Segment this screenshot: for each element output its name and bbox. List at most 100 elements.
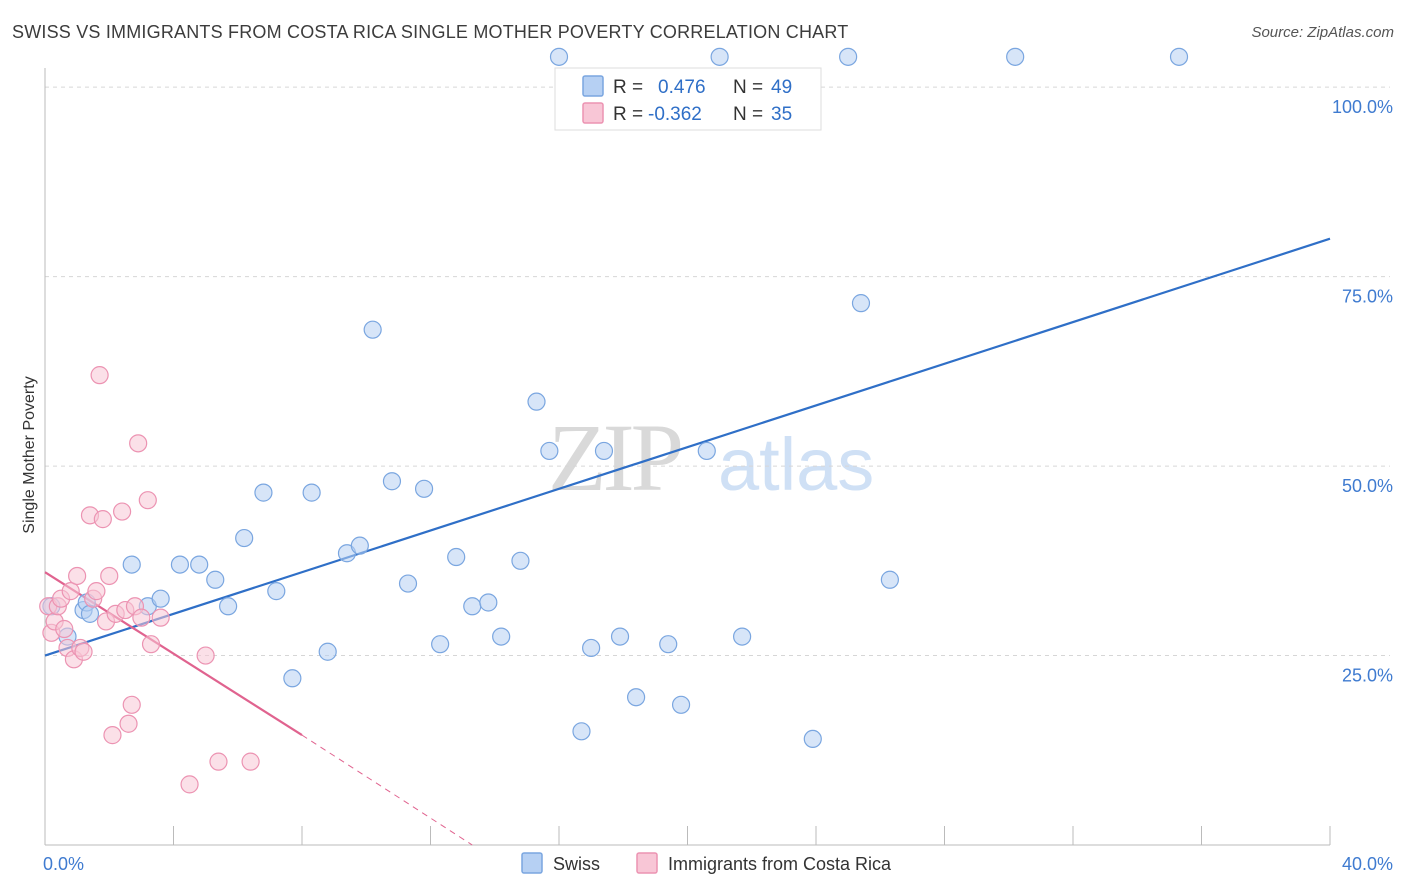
- point-costa-rica: [68, 566, 87, 586]
- point-costa-rica: [93, 510, 112, 529]
- point-costa-rica: [180, 775, 199, 794]
- gridlines: [45, 86, 1390, 657]
- watermark-zip: ZIP: [548, 404, 681, 511]
- point-swiss: [363, 320, 382, 339]
- point-swiss: [398, 574, 418, 593]
- legend-r-label-swiss: R =: [613, 77, 643, 98]
- point-swiss: [803, 729, 822, 749]
- point-swiss: [190, 555, 209, 574]
- trendline-swiss: [44, 237, 1331, 657]
- source-label: Source: ZipAtlas.com: [1251, 24, 1394, 41]
- y-tick-label: 50.0%: [1342, 476, 1393, 496]
- point-costa-rica: [90, 366, 109, 385]
- point-costa-rica: [55, 619, 74, 639]
- point-swiss: [1006, 47, 1025, 66]
- point-swiss: [549, 47, 569, 66]
- x-tick-label: 0.0%: [43, 854, 84, 874]
- point-swiss: [671, 695, 691, 714]
- point-swiss: [206, 570, 225, 589]
- bottom-legend-label-swiss: Swiss: [553, 854, 600, 874]
- legend-r-value-costa-rica: -0.362: [648, 104, 702, 125]
- point-swiss: [880, 570, 899, 589]
- point-swiss: [572, 722, 591, 741]
- legend-swatch-swiss: [582, 75, 604, 97]
- point-costa-rica: [119, 714, 138, 733]
- legend-r-value-swiss: 0.476: [658, 77, 706, 98]
- point-swiss: [219, 597, 238, 616]
- chart-title: SWISS VS IMMIGRANTS FROM COSTA RICA SING…: [12, 22, 849, 42]
- point-costa-rica: [129, 434, 148, 453]
- point-costa-rica: [122, 695, 141, 714]
- point-swiss: [733, 627, 752, 646]
- point-swiss: [710, 47, 729, 66]
- point-swiss: [283, 669, 302, 688]
- y-tick-label: 25.0%: [1342, 666, 1393, 686]
- axes: [44, 68, 1331, 846]
- point-swiss: [80, 604, 100, 623]
- point-swiss: [151, 589, 170, 608]
- watermark: ZIP atlas: [548, 404, 874, 511]
- point-swiss: [1169, 47, 1189, 66]
- point-swiss: [350, 536, 369, 555]
- point-swiss: [479, 593, 498, 612]
- point-costa-rica: [241, 752, 260, 771]
- point-swiss: [839, 47, 858, 66]
- y-tick-labels: 25.0% 50.0% 75.0% 100.0%: [1332, 97, 1393, 685]
- point-swiss: [431, 635, 450, 654]
- point-swiss: [414, 479, 434, 498]
- point-costa-rica: [100, 566, 119, 586]
- legend-n-label-swiss: N =: [733, 77, 763, 98]
- y-tick-label: 75.0%: [1342, 287, 1393, 307]
- point-costa-rica: [196, 646, 215, 665]
- point-swiss: [697, 441, 716, 461]
- point-costa-rica: [151, 608, 170, 627]
- point-costa-rica: [209, 752, 228, 771]
- point-swiss: [254, 483, 273, 502]
- point-swiss: [302, 483, 321, 502]
- series-costa-rica: [39, 366, 260, 794]
- point-costa-rica: [138, 491, 157, 510]
- point-swiss: [659, 635, 678, 654]
- point-costa-rica: [103, 726, 122, 745]
- point-costa-rica: [132, 608, 151, 627]
- point-swiss: [511, 551, 530, 570]
- bottom-legend-swatch-costa-rica: [636, 852, 658, 874]
- point-swiss: [267, 582, 286, 601]
- legend-r-label-costa-rica: R =: [613, 104, 643, 125]
- point-swiss: [318, 642, 337, 661]
- point-swiss: [382, 472, 402, 491]
- y-tick-label: 100.0%: [1332, 97, 1393, 117]
- point-swiss: [610, 627, 630, 646]
- point-swiss: [582, 638, 601, 658]
- series-swiss: [42, 47, 1189, 749]
- point-swiss: [626, 688, 646, 707]
- point-swiss: [447, 547, 466, 567]
- legend-n-label-costa-rica: N =: [733, 104, 763, 125]
- point-swiss: [122, 555, 141, 574]
- point-costa-rica: [61, 582, 80, 601]
- point-swiss: [527, 392, 546, 411]
- y-axis-label: Single Mother Poverty: [21, 376, 38, 533]
- point-swiss: [463, 597, 482, 616]
- point-swiss: [594, 441, 614, 461]
- legend-n-value-costa-rica: 35: [771, 104, 792, 125]
- bottom-legend-label-costa-rica: Immigrants from Costa Rica: [668, 854, 892, 874]
- point-costa-rica: [74, 642, 93, 661]
- bottom-legend: Swiss Immigrants from Costa Rica: [521, 852, 892, 874]
- point-swiss: [851, 294, 871, 313]
- point-swiss: [235, 528, 254, 548]
- point-swiss: [492, 627, 511, 646]
- x-tick-labels: 0.0% 40.0%: [43, 854, 1393, 874]
- bottom-legend-swatch-swiss: [521, 852, 543, 874]
- point-costa-rica: [112, 502, 132, 521]
- point-costa-rica: [87, 582, 106, 601]
- legend-n-value-swiss: 49: [771, 77, 792, 98]
- trendline-costa-rica-extension: [301, 734, 473, 846]
- point-swiss: [170, 555, 190, 574]
- point-swiss: [540, 441, 559, 461]
- point-costa-rica: [141, 635, 161, 654]
- legend: R = 0.476 N = 49 R = -0.362 N = 35: [554, 67, 822, 131]
- x-tick-label: 40.0%: [1342, 854, 1393, 874]
- legend-swatch-costa-rica: [582, 102, 604, 124]
